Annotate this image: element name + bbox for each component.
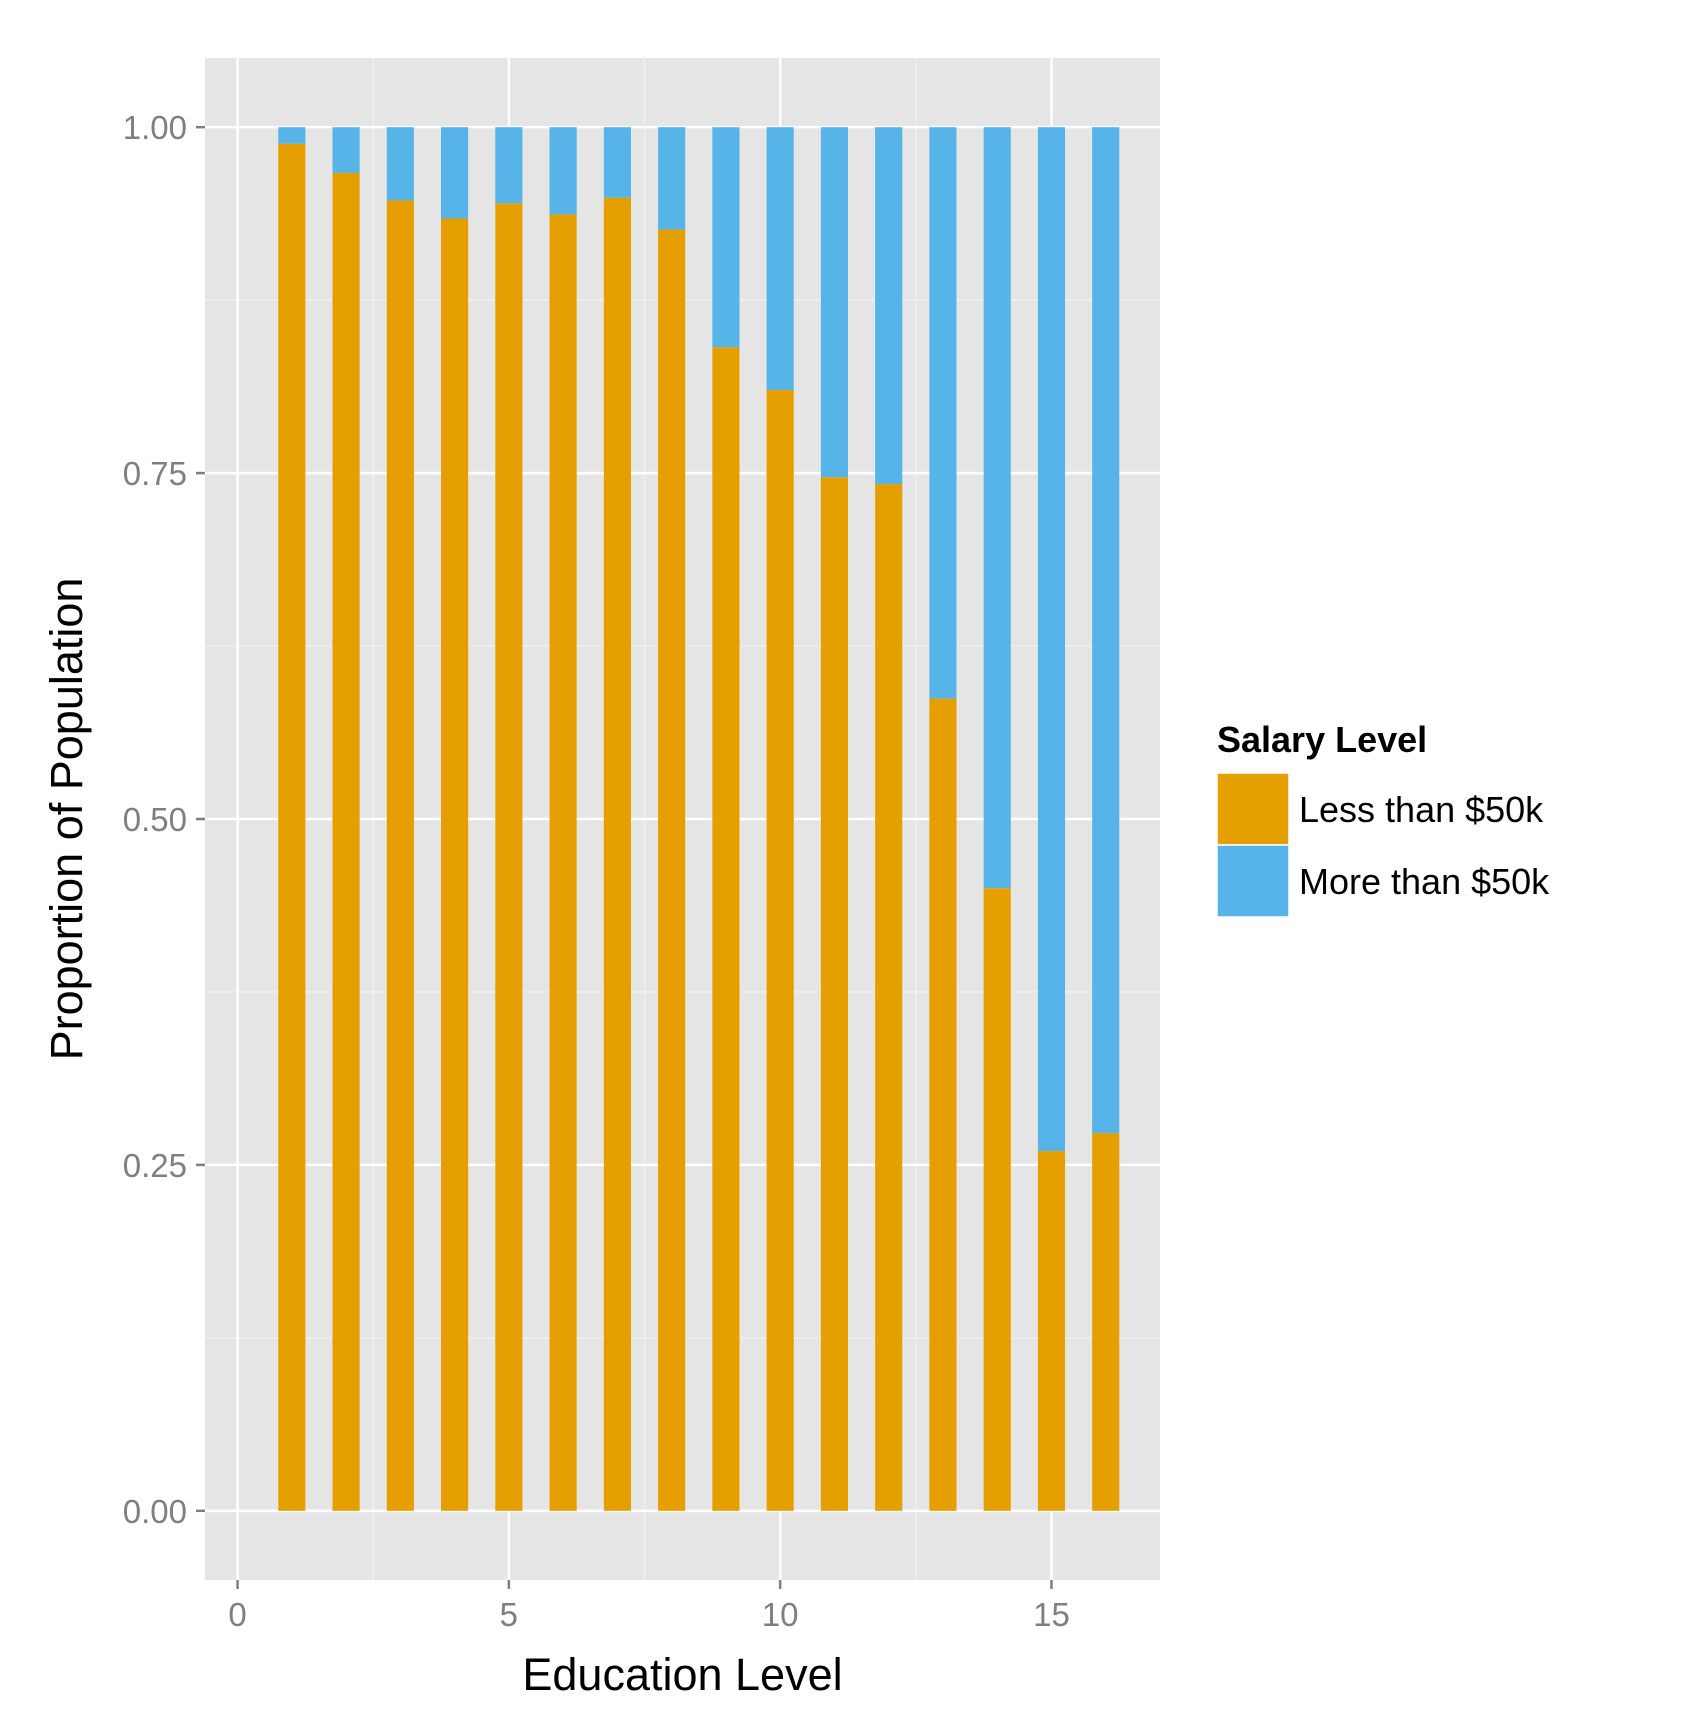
x-tick-label: 10 <box>762 1596 799 1633</box>
bar-segment-less-than-50k-x6 <box>549 214 577 1511</box>
x-axis: 0 5 10 15 <box>228 1580 1070 1633</box>
bar-segment-more-than-50k-x15 <box>1037 127 1066 1152</box>
y-tick-label: 1.00 <box>123 109 187 146</box>
legend-key-more-than-50k <box>1216 844 1290 918</box>
y-tick-label: 0.75 <box>123 455 187 492</box>
bar-segment-less-than-50k-x13 <box>929 698 957 1511</box>
bar-segment-more-than-50k-x8 <box>658 127 686 230</box>
bar-segment-less-than-50k-x5 <box>495 203 523 1511</box>
y-axis: 0.00 0.25 0.50 0.75 1.00 <box>123 109 205 1530</box>
bar-segment-more-than-50k-x13 <box>929 127 957 699</box>
legend-items: Less than $50k More than $50k <box>1216 772 1550 918</box>
bar-segment-more-than-50k-x12 <box>875 127 903 485</box>
bar-segment-more-than-50k-x14 <box>983 127 1011 889</box>
bar-segment-more-than-50k-x10 <box>766 127 794 391</box>
bar-segment-less-than-50k-x10 <box>766 390 794 1511</box>
bar-segment-less-than-50k-x11 <box>820 477 848 1511</box>
bar-segment-less-than-50k-x3 <box>386 200 414 1511</box>
bar-segment-more-than-50k-x2 <box>332 127 360 173</box>
y-tick-label: 0.00 <box>123 1493 187 1530</box>
bar-segment-less-than-50k-x4 <box>441 218 469 1511</box>
bar-segment-less-than-50k-x12 <box>875 484 903 1511</box>
legend: Salary Level Less than $50k More than $50… <box>1216 719 1550 918</box>
bar-segment-more-than-50k-x6 <box>549 127 577 215</box>
bar-segment-less-than-50k-x8 <box>658 229 686 1511</box>
bar-segment-more-than-50k-x16 <box>1092 127 1120 1134</box>
bar-segment-less-than-50k-x15 <box>1037 1151 1066 1511</box>
bar-segment-more-than-50k-x4 <box>441 127 469 219</box>
bar-segment-less-than-50k-x1 <box>278 143 306 1511</box>
x-tick-label: 5 <box>500 1596 518 1633</box>
legend-label-less-than-50k: Less than $50k <box>1299 789 1544 830</box>
bar-segment-more-than-50k-x11 <box>820 127 848 478</box>
y-tick-label: 0.25 <box>123 1147 187 1184</box>
legend-key-less-than-50k <box>1216 772 1290 846</box>
y-tick-label: 0.50 <box>123 801 187 838</box>
bar-segment-more-than-50k-x3 <box>386 127 414 201</box>
bar-segment-more-than-50k-x9 <box>712 127 740 348</box>
x-axis-title: Education Level <box>522 1649 842 1700</box>
x-tick-label: 15 <box>1033 1596 1070 1633</box>
legend-title: Salary Level <box>1217 719 1427 760</box>
bar-segment-less-than-50k-x2 <box>332 172 360 1511</box>
bar-segment-more-than-50k-x1 <box>278 127 306 144</box>
bars <box>278 127 1120 1511</box>
bar-segment-more-than-50k-x5 <box>495 127 523 204</box>
x-tick-label: 0 <box>228 1596 246 1633</box>
bar-segment-less-than-50k-x16 <box>1092 1133 1120 1511</box>
bar-segment-less-than-50k-x7 <box>603 197 631 1511</box>
bar-segment-less-than-50k-x14 <box>983 888 1011 1511</box>
legend-label-more-than-50k: More than $50k <box>1299 861 1550 902</box>
y-axis-title: Proportion of Population <box>41 578 92 1061</box>
bar-segment-more-than-50k-x7 <box>603 127 631 198</box>
bar-segment-less-than-50k-x9 <box>712 347 740 1511</box>
